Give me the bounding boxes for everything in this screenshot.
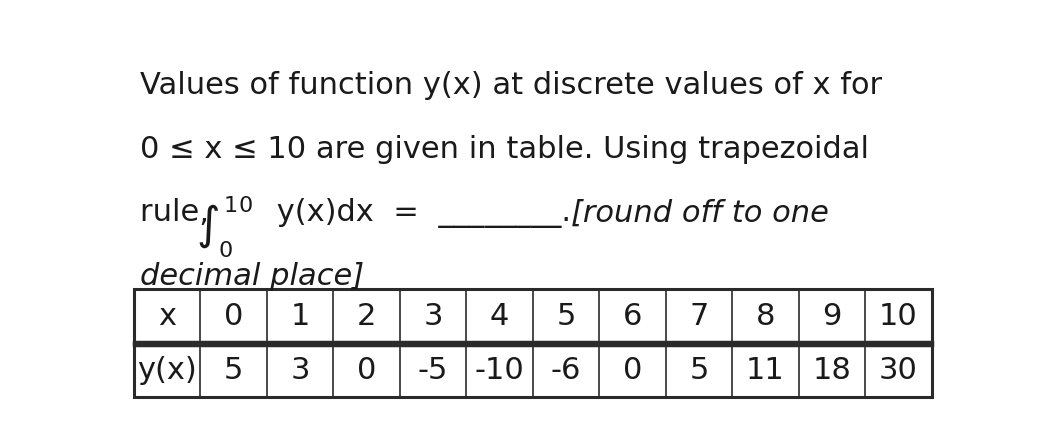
Text: 9: 9 [822, 302, 842, 331]
Text: Values of function y(x) at discrete values of x for: Values of function y(x) at discrete valu… [140, 71, 882, 100]
Text: 5: 5 [689, 356, 709, 385]
Text: 3: 3 [291, 356, 309, 385]
Text: 11: 11 [746, 356, 785, 385]
Text: rule,: rule, [140, 198, 219, 227]
Text: 1: 1 [291, 302, 309, 331]
Text: 4: 4 [490, 302, 510, 331]
Text: 30: 30 [879, 356, 918, 385]
Text: 5: 5 [556, 302, 576, 331]
Text: decimal place]: decimal place] [140, 262, 364, 291]
Text: -6: -6 [551, 356, 581, 385]
Text: x: x [158, 302, 176, 331]
Text: 6: 6 [623, 302, 643, 331]
Text: [round off to one: [round off to one [571, 198, 828, 227]
Text: -5: -5 [418, 356, 448, 385]
Text: 0: 0 [357, 356, 376, 385]
Text: 0: 0 [224, 302, 243, 331]
Text: y(x)dx  =  ________.: y(x)dx = ________. [267, 198, 580, 228]
Text: 18: 18 [813, 356, 851, 385]
Text: 10: 10 [879, 302, 918, 331]
Text: 2: 2 [357, 302, 376, 331]
Text: 7: 7 [689, 302, 709, 331]
Text: 5: 5 [224, 356, 243, 385]
Text: $\int_0^{10}$: $\int_0^{10}$ [196, 195, 252, 260]
Text: 3: 3 [424, 302, 443, 331]
Text: 0 ≤ x ≤ 10 are given in table. Using trapezoidal: 0 ≤ x ≤ 10 are given in table. Using tra… [140, 135, 869, 164]
Text: 0: 0 [623, 356, 643, 385]
Text: y(x): y(x) [137, 356, 197, 385]
Text: 8: 8 [756, 302, 775, 331]
Text: -10: -10 [474, 356, 524, 385]
